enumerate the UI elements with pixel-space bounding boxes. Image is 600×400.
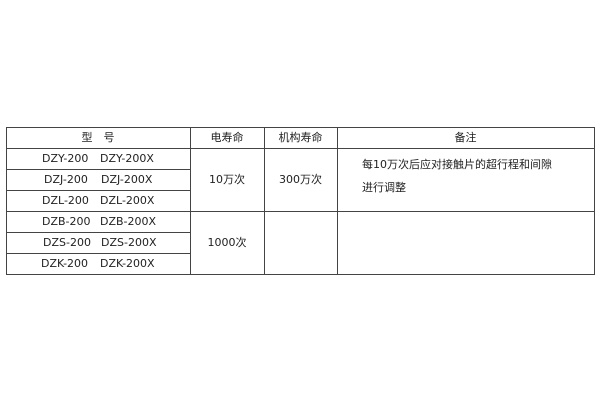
model-x-cell: DZY-200X (100, 152, 154, 165)
electrical-life-group1: 10万次 (209, 173, 245, 186)
column-divider (190, 127, 191, 275)
row-divider (6, 169, 190, 170)
header-model: 型 号 (81, 131, 115, 144)
table-border-top (6, 127, 595, 128)
row-divider (6, 253, 190, 254)
remark-line2: 进行调整 (362, 181, 406, 194)
remark-line1: 每10万次后应对接触片的超行程和间隙 (362, 158, 552, 171)
header-divider (6, 148, 595, 149)
row-divider (6, 190, 190, 191)
electrical-life-group2: 1000次 (207, 236, 247, 249)
column-divider (264, 127, 265, 275)
header-remark: 备注 (454, 131, 477, 144)
model-x-cell: DZJ-200X (101, 173, 153, 186)
table-border-right (594, 127, 595, 275)
model-cell: DZB-200 (42, 215, 91, 228)
table-border-bottom (6, 274, 595, 275)
model-x-cell: DZL-200X (100, 194, 155, 207)
row-divider (6, 232, 190, 233)
column-divider (337, 127, 338, 275)
model-x-cell: DZS-200X (101, 236, 157, 249)
model-x-cell: DZK-200X (100, 257, 155, 270)
mechanical-life-group1: 300万次 (279, 173, 322, 186)
model-cell: DZS-200 (43, 236, 91, 249)
model-cell: DZK-200 (41, 257, 89, 270)
header-electrical-life: 电寿命 (210, 131, 244, 144)
model-cell: DZL-200 (42, 194, 89, 207)
model-cell: DZY-200 (42, 152, 89, 165)
model-cell: DZJ-200 (44, 173, 88, 186)
table-border-left (6, 127, 7, 275)
group-divider (6, 211, 595, 212)
model-x-cell: DZB-200X (100, 215, 157, 228)
header-mechanical-life: 机构寿命 (278, 131, 323, 144)
